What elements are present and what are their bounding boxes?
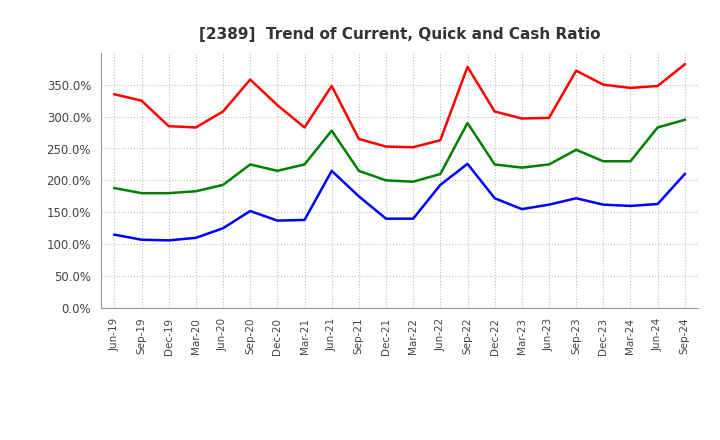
Current Ratio <box>518 116 526 121</box>
Cash Ratio <box>653 202 662 207</box>
Cash Ratio <box>273 218 282 223</box>
Current Ratio <box>138 98 146 103</box>
Quick Ratio <box>246 162 255 167</box>
Quick Ratio <box>273 168 282 173</box>
Current Ratio <box>246 77 255 82</box>
Current Ratio <box>653 83 662 88</box>
Current Ratio <box>273 103 282 108</box>
Cash Ratio <box>138 237 146 242</box>
Quick Ratio <box>490 162 499 167</box>
Current Ratio <box>545 115 554 121</box>
Current Ratio <box>382 144 390 149</box>
Current Ratio <box>490 109 499 114</box>
Cash Ratio <box>436 182 445 187</box>
Quick Ratio <box>680 117 689 122</box>
Current Ratio <box>328 83 336 88</box>
Quick Ratio <box>626 159 635 164</box>
Cash Ratio <box>409 216 418 221</box>
Current Ratio <box>463 64 472 70</box>
Current Ratio <box>300 125 309 130</box>
Quick Ratio <box>138 191 146 196</box>
Current Ratio <box>354 136 363 142</box>
Cash Ratio <box>328 168 336 173</box>
Current Ratio <box>219 109 228 114</box>
Quick Ratio <box>463 120 472 126</box>
Line: Current Ratio: Current Ratio <box>114 64 685 147</box>
Current Ratio <box>599 82 608 87</box>
Current Ratio <box>680 62 689 67</box>
Current Ratio <box>110 92 119 97</box>
Quick Ratio <box>545 162 554 167</box>
Quick Ratio <box>518 165 526 170</box>
Quick Ratio <box>572 147 580 152</box>
Cash Ratio <box>463 161 472 166</box>
Quick Ratio <box>436 171 445 176</box>
Quick Ratio <box>110 185 119 191</box>
Cash Ratio <box>518 206 526 212</box>
Cash Ratio <box>110 232 119 237</box>
Quick Ratio <box>300 162 309 167</box>
Cash Ratio <box>626 203 635 209</box>
Current Ratio <box>436 138 445 143</box>
Quick Ratio <box>219 182 228 187</box>
Quick Ratio <box>382 178 390 183</box>
Quick Ratio <box>192 189 200 194</box>
Quick Ratio <box>653 125 662 130</box>
Line: Quick Ratio: Quick Ratio <box>114 120 685 193</box>
Current Ratio <box>409 145 418 150</box>
Cash Ratio <box>572 196 580 201</box>
Quick Ratio <box>164 191 173 196</box>
Cash Ratio <box>219 226 228 231</box>
Cash Ratio <box>599 202 608 207</box>
Cash Ratio <box>680 171 689 176</box>
Title: [2389]  Trend of Current, Quick and Cash Ratio: [2389] Trend of Current, Quick and Cash … <box>199 27 600 42</box>
Quick Ratio <box>354 168 363 173</box>
Current Ratio <box>164 124 173 129</box>
Current Ratio <box>626 85 635 91</box>
Cash Ratio <box>545 202 554 207</box>
Cash Ratio <box>382 216 390 221</box>
Quick Ratio <box>409 179 418 184</box>
Cash Ratio <box>490 196 499 201</box>
Cash Ratio <box>164 238 173 243</box>
Cash Ratio <box>354 194 363 199</box>
Cash Ratio <box>300 217 309 223</box>
Cash Ratio <box>192 235 200 240</box>
Line: Cash Ratio: Cash Ratio <box>114 164 685 240</box>
Quick Ratio <box>328 128 336 133</box>
Cash Ratio <box>246 209 255 214</box>
Current Ratio <box>572 68 580 73</box>
Quick Ratio <box>599 159 608 164</box>
Current Ratio <box>192 125 200 130</box>
